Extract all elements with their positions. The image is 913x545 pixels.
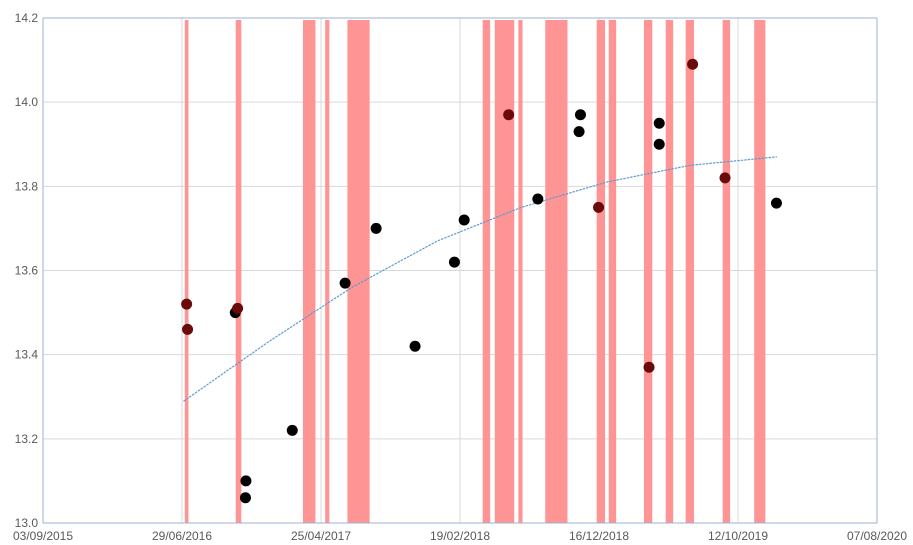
data-point [771,198,782,209]
x-tick-label: 25/04/2017 [291,529,351,543]
data-point [232,303,243,314]
x-tick-label: 07/08/2020 [847,529,907,543]
highlight-period-band [545,20,567,523]
highlight-period-band [303,20,316,523]
highlight-period-band [236,20,242,523]
data-point [449,257,460,268]
highlight-period-band [686,20,694,523]
data-point [503,109,514,120]
data-point [181,299,192,310]
highlight-period-band [597,20,605,523]
data-point [654,118,665,129]
data-point [593,202,604,213]
data-point [340,278,351,289]
highlight-period-band [483,20,490,523]
x-tick-label: 16/12/2018 [569,529,629,543]
x-tick-label: 19/02/2018 [430,529,490,543]
data-point [574,126,585,137]
data-point [654,139,665,150]
highlight-period-band [666,20,673,523]
y-tick-label: 13.2 [15,432,39,446]
data-point [182,324,193,335]
data-point [410,341,421,352]
data-point [240,492,251,503]
data-point [240,475,251,486]
highlight-period-band [495,20,514,523]
highlight-period-band [185,20,189,523]
x-tick-label: 12/10/2019 [708,529,768,543]
data-point [575,109,586,120]
y-tick-label: 13.4 [15,348,39,362]
y-tick-label: 14.2 [15,11,39,25]
highlight-period-band [518,20,522,523]
data-point [287,425,298,436]
data-point [371,223,382,234]
highlight-period-band [754,20,765,523]
x-tick-label: 29/06/2016 [152,529,212,543]
y-tick-label: 13.0 [15,516,39,530]
data-point [687,59,698,70]
highlight-period-band [347,20,369,523]
x-tick-label: 03/09/2015 [13,529,73,543]
data-point [459,215,470,226]
y-tick-label: 14.0 [15,95,39,109]
highlight-period-band [723,20,730,523]
y-tick-label: 13.8 [15,179,39,193]
highlight-period-band [609,20,616,523]
highlight-period-band [644,20,652,523]
highlight-period-band [325,20,329,523]
data-point [720,172,731,183]
data-point [644,362,655,373]
y-tick-label: 13.6 [15,264,39,278]
data-point [532,193,543,204]
